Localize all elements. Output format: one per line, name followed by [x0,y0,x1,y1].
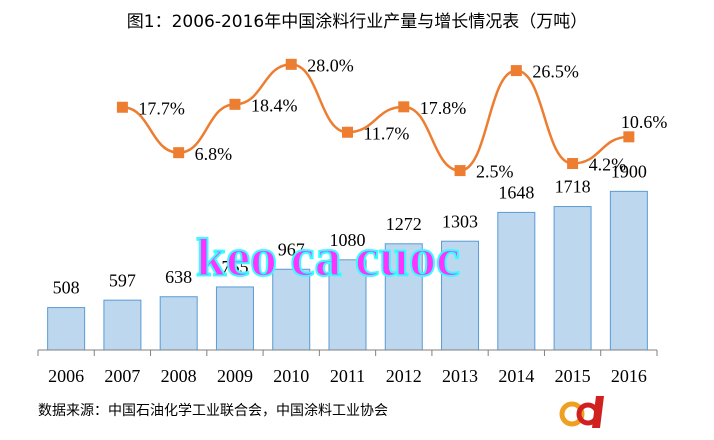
line [122,63,629,172]
x-tick-label: 2012 [386,366,422,386]
bar [609,190,648,351]
bar [215,286,254,351]
line-value-label: 11.7% [364,123,410,143]
line-value-label: 17.8% [420,98,467,118]
line-marker [116,101,128,113]
bar-value-label: 1900 [611,161,647,181]
bar-value-label: 755 [221,257,248,277]
bar [272,268,311,351]
x-tick-label: 2007 [104,366,140,386]
bar-value-label: 1648 [498,183,534,203]
x-tick-label: 2016 [611,366,647,386]
bar-value-label: 1303 [442,211,478,231]
line-value-label: 26.5% [532,62,579,82]
line-value-label: 18.4% [251,95,297,115]
x-tick-label: 2008 [161,366,197,386]
x-tick-label: 2013 [442,366,478,386]
bar [159,296,198,351]
bar [47,307,86,351]
line-value-label: 6.8% [195,144,233,164]
line-marker [623,131,635,143]
watermark: keo ca cuoc [196,227,460,287]
line-value-label: 10.6% [621,112,668,132]
line-value-label: 2.5% [476,162,513,182]
x-tick-label: 2009 [217,366,253,386]
line-marker [454,165,466,177]
line-value-label: 17.7% [138,98,185,118]
bar-value-label: 508 [53,278,80,298]
source-note: 数据来源：中国石油化学工业联合会，中国涂料工业协会 [38,403,388,419]
bar [553,206,592,351]
line-marker [173,147,185,159]
line-marker [398,101,410,113]
x-tick-label: 2011 [330,366,365,386]
line-value-label: 4.2% [589,155,627,175]
x-tick-label: 2015 [555,366,591,386]
bar [384,243,423,351]
line-marker [567,158,579,169]
bar-value-label: 638 [165,267,192,287]
bar [441,240,480,351]
bar-value-label: 1718 [555,177,591,197]
bar-value-label: 597 [109,270,136,290]
bar-value-label: 967 [278,239,305,259]
bar [328,259,367,351]
bar [103,299,142,351]
line-marker [342,126,353,138]
x-tick-label: 2006 [48,366,84,386]
line-marker [510,65,522,77]
chart-title: 图1：2006-2016年中国涂料行业产量与增长情况表（万吨） [127,12,587,32]
logo [559,396,604,428]
line-marker [285,58,297,70]
bar-value-label: 1272 [386,214,422,234]
bar [497,211,536,351]
x-tick-label: 2010 [273,366,309,386]
line-marker [229,98,241,110]
x-tick-label: 2014 [498,366,534,386]
bar-value-label: 1080 [330,230,366,250]
line-value-label: 28.0% [307,55,354,75]
